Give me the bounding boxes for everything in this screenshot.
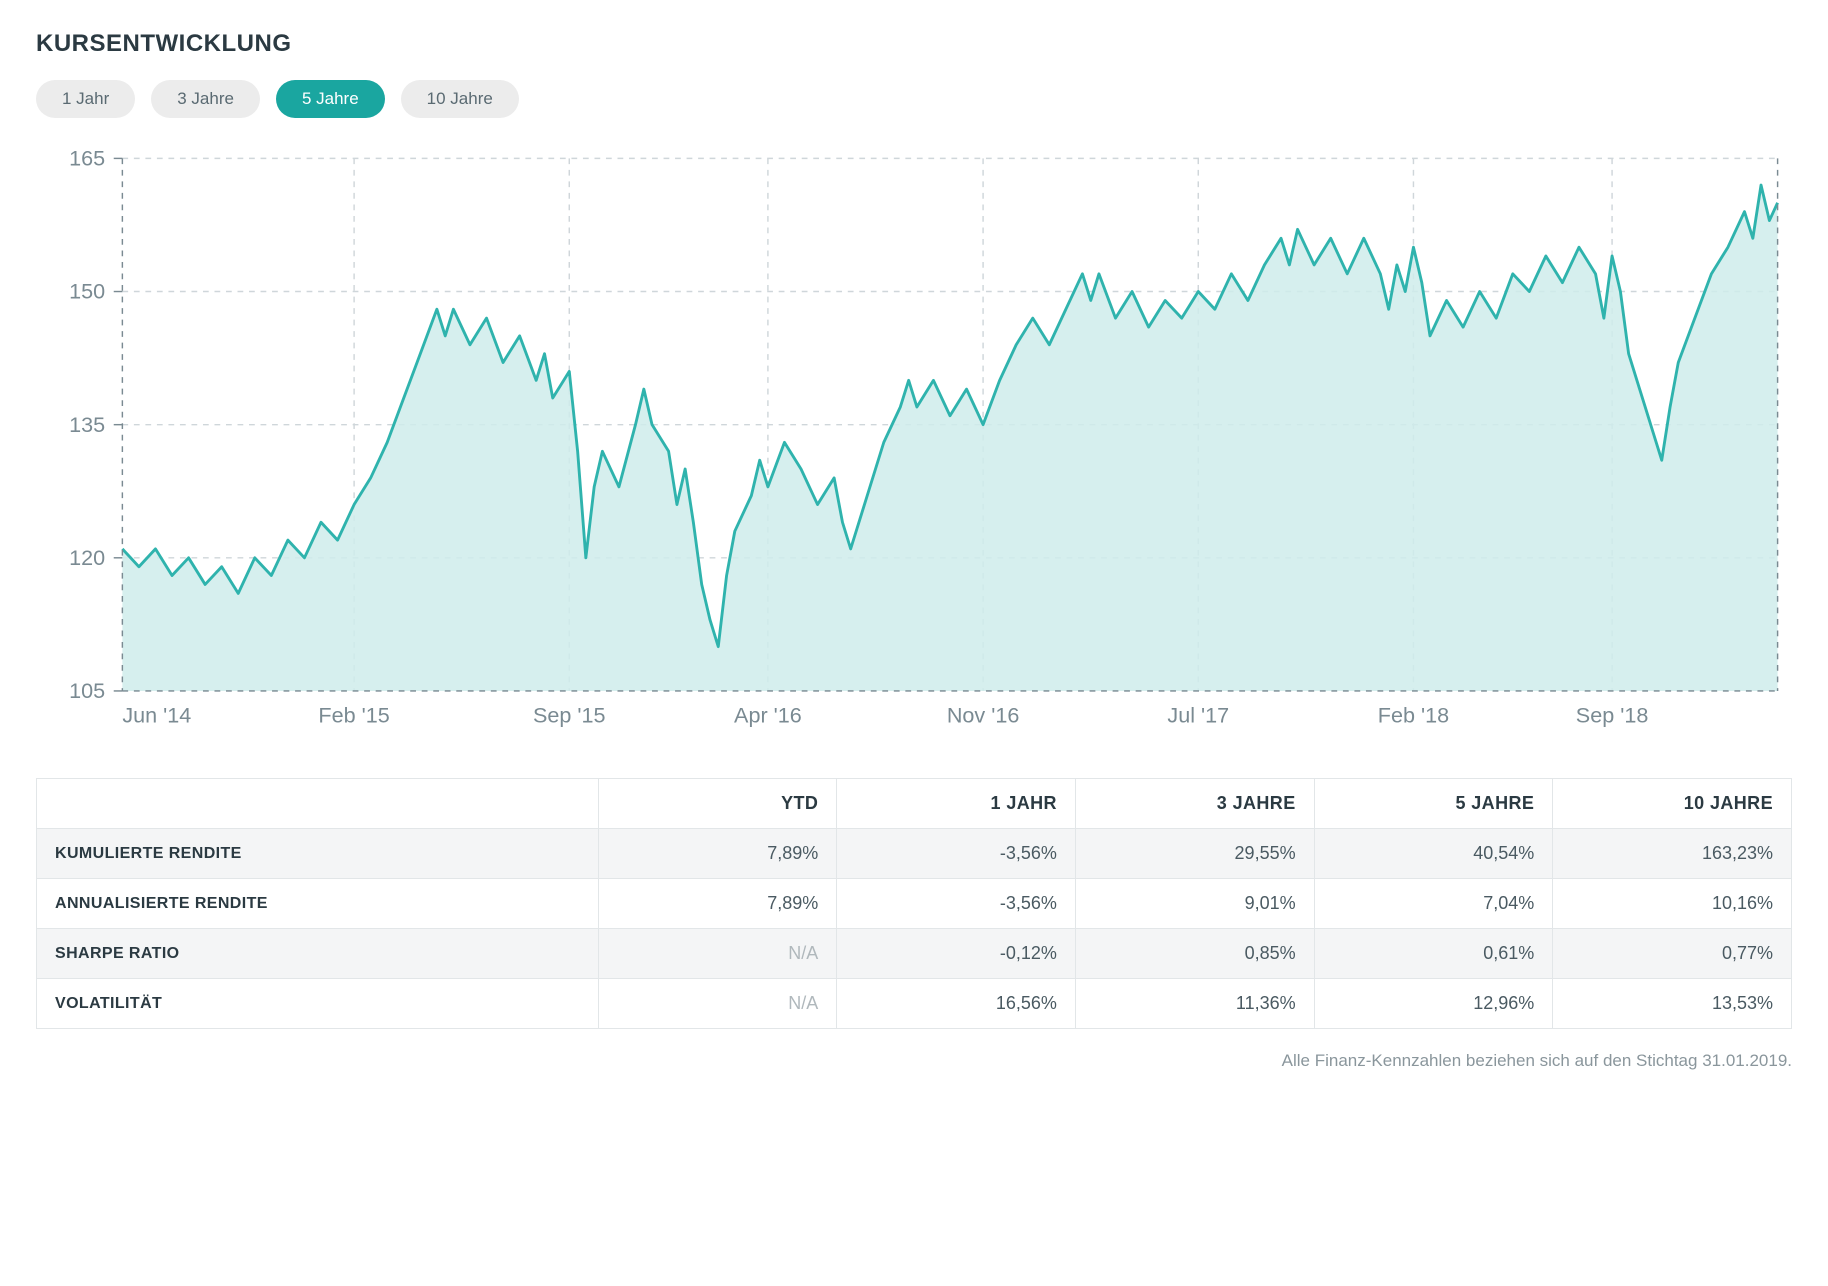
cell-3-3: 12,96% — [1314, 979, 1553, 1029]
table-row: KUMULIERTE RENDITE7,89%-3,56%29,55%40,54… — [37, 829, 1792, 879]
svg-text:Sep '18: Sep '18 — [1576, 703, 1649, 728]
svg-text:Feb '18: Feb '18 — [1378, 703, 1449, 728]
col-header-1: YTD — [598, 779, 837, 829]
svg-text:Sep '15: Sep '15 — [533, 703, 606, 728]
col-header-3: 3 JAHRE — [1075, 779, 1314, 829]
metrics-table: YTD1 JAHR3 JAHRE5 JAHRE10 JAHREKUMULIERT… — [36, 778, 1792, 1029]
svg-text:165: 165 — [69, 146, 105, 171]
svg-text:Jul '17: Jul '17 — [1167, 703, 1229, 728]
svg-text:135: 135 — [69, 412, 105, 437]
page-title: KURSENTWICKLUNG — [36, 30, 1792, 58]
row-label-1: ANNUALISIERTE RENDITE — [37, 879, 599, 929]
footnote: Alle Finanz-Kennzahlen beziehen sich auf… — [36, 1051, 1792, 1071]
svg-text:120: 120 — [69, 545, 105, 570]
cell-1-2: 9,01% — [1075, 879, 1314, 929]
col-header-4: 5 JAHRE — [1314, 779, 1553, 829]
cell-1-4: 10,16% — [1553, 879, 1792, 929]
row-label-3: VOLATILITÄT — [37, 979, 599, 1029]
cell-0-1: -3,56% — [837, 829, 1076, 879]
col-header-5: 10 JAHRE — [1553, 779, 1792, 829]
price-chart: 105 120 135 150 165 Jun '14 Feb '15 Sep '15 Apr … — [36, 144, 1792, 734]
svg-text:Feb '15: Feb '15 — [318, 703, 389, 728]
cell-3-0: N/A — [598, 979, 837, 1029]
col-header-0 — [37, 779, 599, 829]
cell-1-0: 7,89% — [598, 879, 837, 929]
cell-0-2: 29,55% — [1075, 829, 1314, 879]
period-tab-0[interactable]: 1 Jahr — [36, 80, 135, 118]
svg-text:Nov '16: Nov '16 — [947, 703, 1019, 728]
cell-2-4: 0,77% — [1553, 929, 1792, 979]
cell-2-3: 0,61% — [1314, 929, 1553, 979]
svg-text:105: 105 — [69, 678, 105, 703]
cell-2-0: N/A — [598, 929, 837, 979]
svg-text:Apr '16: Apr '16 — [734, 703, 802, 728]
table-row: VOLATILITÄTN/A16,56%11,36%12,96%13,53% — [37, 979, 1792, 1029]
table-row: ANNUALISIERTE RENDITE7,89%-3,56%9,01%7,0… — [37, 879, 1792, 929]
period-tabs: 1 Jahr 3 Jahre 5 Jahre 10 Jahre — [36, 80, 1792, 118]
cell-1-1: -3,56% — [837, 879, 1076, 929]
table-row: SHARPE RATION/A-0,12%0,85%0,61%0,77% — [37, 929, 1792, 979]
cell-2-1: -0,12% — [837, 929, 1076, 979]
cell-3-1: 16,56% — [837, 979, 1076, 1029]
cell-3-4: 13,53% — [1553, 979, 1792, 1029]
cell-2-2: 0,85% — [1075, 929, 1314, 979]
row-label-2: SHARPE RATIO — [37, 929, 599, 979]
cell-3-2: 11,36% — [1075, 979, 1314, 1029]
cell-0-3: 40,54% — [1314, 829, 1553, 879]
chart-svg: 105 120 135 150 165 Jun '14 Feb '15 Sep '15 Apr … — [36, 144, 1792, 734]
period-tab-2[interactable]: 5 Jahre — [276, 80, 385, 118]
cell-0-0: 7,89% — [598, 829, 837, 879]
col-header-2: 1 JAHR — [837, 779, 1076, 829]
cell-1-3: 7,04% — [1314, 879, 1553, 929]
cell-0-4: 163,23% — [1553, 829, 1792, 879]
period-tab-1[interactable]: 3 Jahre — [151, 80, 260, 118]
svg-text:150: 150 — [69, 279, 105, 304]
period-tab-3[interactable]: 10 Jahre — [401, 80, 519, 118]
row-label-0: KUMULIERTE RENDITE — [37, 829, 599, 879]
svg-text:Jun '14: Jun '14 — [122, 703, 191, 728]
